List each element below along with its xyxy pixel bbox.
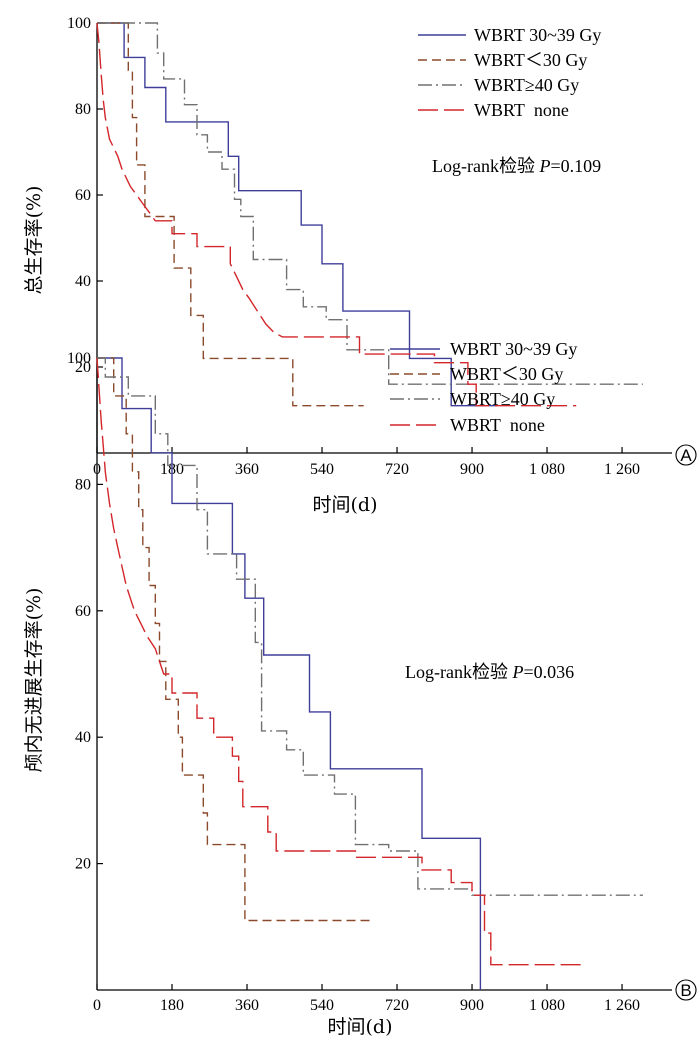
y-axis-title: 颅内无进展生存率(%) [23, 588, 45, 773]
series-line-under-30gy [97, 22, 364, 407]
x-axis-title: 时间(d) [328, 1016, 393, 1038]
panel-letter-circle [675, 979, 697, 1001]
y-tick-label: 20 [75, 359, 91, 376]
legend-label-30-39gy: WBRT 30~39 Gy [450, 339, 577, 359]
x-tick-label: 720 [385, 997, 409, 1014]
logrank-prefix: Log-rank检验 [405, 662, 512, 682]
logrank-prefix: Log-rank检验 [432, 156, 539, 176]
y-tick-label: 20 [75, 856, 91, 873]
x-tick-label: 1 260 [604, 997, 640, 1014]
x-tick-label: 1 080 [529, 997, 565, 1014]
y-tick-label: 80 [75, 476, 91, 493]
y-tick-label: 40 [75, 729, 91, 746]
series-line-30-39gy [97, 357, 482, 990]
x-tick-label: 0 [93, 997, 101, 1014]
y-axis-title: 总生存率(%) [23, 186, 45, 295]
legend-label-under-30gy: WBRT＜30 Gy [450, 364, 563, 384]
x-tick-label: 360 [235, 461, 259, 478]
x-tick-label: 540 [310, 997, 334, 1014]
series-line-under-30gy [97, 357, 372, 922]
series-line-over-40gy [97, 357, 643, 896]
y-tick-label: 100 [67, 15, 91, 32]
y-tick-label: 80 [75, 101, 91, 118]
legend-label-under-30gy: WBRT＜30 Gy [474, 50, 587, 70]
legend-label-none: WBRT none [474, 100, 569, 120]
legend-label-over-40gy: WBRT≥40 Gy [474, 75, 579, 95]
x-tick-label: 360 [235, 997, 259, 1014]
panel-letter: B [680, 981, 691, 1000]
legend-label-30-39gy: WBRT 30~39 Gy [474, 25, 601, 45]
logrank-p-value: =0.036 [523, 662, 574, 682]
logrank-p-symbol: P [511, 662, 523, 682]
x-tick-label: 900 [460, 997, 484, 1014]
x-tick-label: 540 [310, 461, 334, 478]
x-tick-label: 720 [385, 461, 409, 478]
y-tick-label: 60 [75, 603, 91, 620]
chart-panel-intracranial-pfs: 20 40 60 80 100 0 180 360 540 720 900 1 080 1 260 时间(… [23, 339, 697, 1038]
logrank-annotation: Log-rank检验 P=0.036 [405, 662, 574, 682]
x-axis-title: 时间(d) [313, 494, 378, 516]
legend-label-over-40gy: WBRT≥40 Gy [450, 389, 555, 409]
x-tick-label: 1 080 [529, 461, 565, 478]
y-tick-label: 40 [75, 273, 91, 290]
x-tick-label: 1 260 [604, 461, 640, 478]
series-line-over-40gy [97, 22, 643, 385]
logrank-p-symbol: P [538, 156, 550, 176]
series-line-none [96, 357, 585, 966]
x-tick-label: 900 [460, 461, 484, 478]
y-tick-label: 60 [75, 187, 91, 204]
series-line-30-39gy [97, 22, 497, 407]
panel-letter-circle [675, 444, 697, 466]
y-tick-label: 100 [67, 350, 91, 367]
logrank-p-value: =0.109 [550, 156, 601, 176]
series-line-none [96, 22, 577, 407]
x-tick-label: 180 [160, 997, 184, 1014]
panel-letter: A [680, 446, 692, 465]
logrank-annotation: Log-rank检验 P=0.109 [432, 156, 601, 176]
legend-label-none: WBRT none [450, 415, 545, 435]
